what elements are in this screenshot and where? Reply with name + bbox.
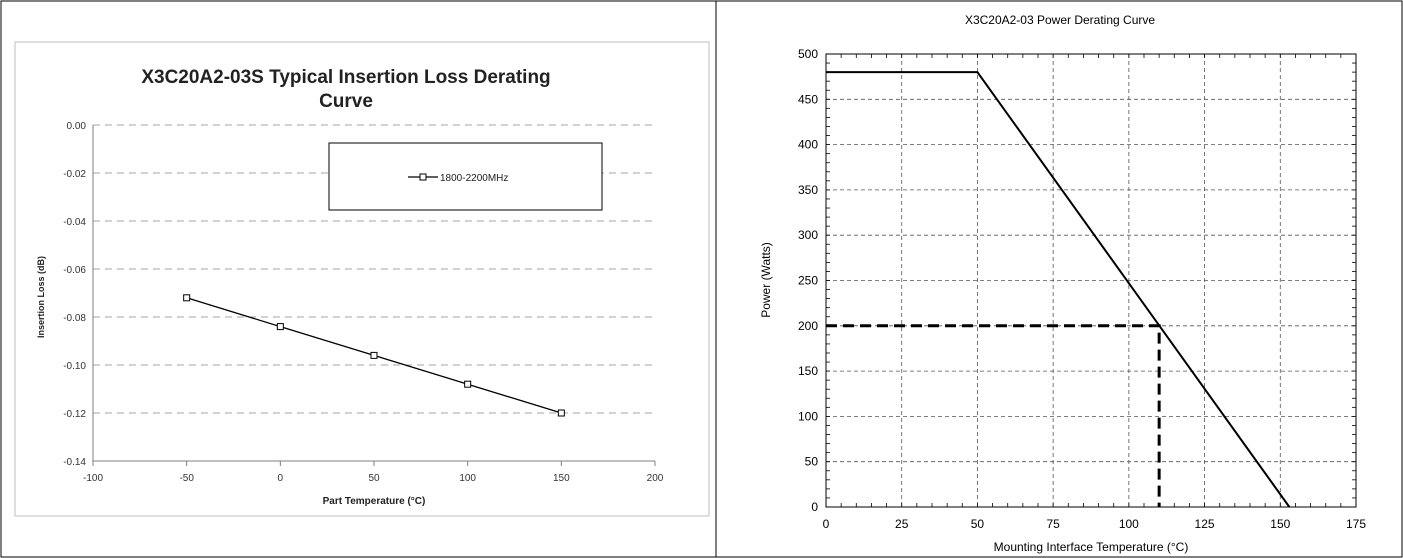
power-derating-chart: X3C20A2-03 Power Derating Curve 0 50 100 15… — [759, 13, 1366, 554]
x-tick-label: 100 — [459, 473, 476, 484]
power-derating-tick-labels: 0 50 100 150 200 250 300 350 400 450 500 0 25 50 75 100… — [798, 47, 1366, 531]
insertion-loss-tick-labels: 0.00 -0.02 -0.04 -0.06 -0.08 -0.10 -0.12 -0.14 -… — [63, 121, 664, 484]
data-point-marker — [276, 323, 284, 331]
power-derating-plot-frame — [825, 53, 1357, 508]
x-tick-label: 50 — [971, 517, 985, 531]
insertion-loss-y-axis-label: Insertion Loss (dB) — [36, 256, 46, 338]
x-tick-label: 150 — [1270, 517, 1290, 531]
y-tick-label: 300 — [798, 228, 818, 242]
y-tick-label: 100 — [798, 409, 818, 423]
y-tick-label: -0.12 — [63, 409, 86, 420]
insertion-loss-x-axis-label: Part Temperature (°C) — [323, 496, 426, 507]
y-tick-label: 250 — [798, 274, 818, 288]
data-point-marker — [370, 351, 378, 359]
y-tick-label: -0.04 — [63, 217, 86, 228]
legend-series-label: 1800-2200MHz — [440, 173, 508, 184]
power-derating-y-axis-label: Power (Watts) — [759, 242, 773, 318]
power-derating-minor-ticks — [825, 53, 1357, 508]
power-derating-curve-line — [826, 71, 1291, 508]
x-tick-label: -100 — [83, 473, 103, 484]
power-derating-series — [826, 71, 1291, 508]
x-tick-label: 0 — [823, 517, 830, 531]
x-tick-label: 200 — [647, 473, 664, 484]
y-tick-label: 0 — [811, 500, 818, 514]
data-point-marker — [557, 409, 565, 417]
legend-marker-swatch — [419, 173, 427, 181]
insertion-loss-chart: X3C20A2-03S Typical Insertion Loss Derat… — [14, 41, 710, 517]
x-tick-label: 125 — [1195, 517, 1215, 531]
derating-reference-dashed-line — [826, 324, 1161, 507]
y-tick-label: 200 — [798, 319, 818, 333]
x-tick-label: 25 — [895, 517, 909, 531]
x-tick-label: 150 — [553, 473, 570, 484]
power-derating-x-axis-label: Mounting Interface Temperature (°C) — [994, 540, 1189, 554]
x-tick-label: -50 — [179, 473, 194, 484]
power-derating-title: X3C20A2-03 Power Derating Curve — [965, 13, 1155, 27]
insertion-loss-chart-area — [14, 41, 710, 517]
y-tick-label: -0.02 — [63, 169, 86, 180]
y-tick-label: 0.00 — [67, 121, 87, 132]
y-tick-label: -0.08 — [63, 313, 86, 324]
y-tick-label: 350 — [798, 183, 818, 197]
data-point-marker — [464, 380, 472, 388]
power-derating-gridlines — [826, 54, 1356, 507]
insertion-loss-title-line-1: X3C20A2-03S Typical Insertion Loss Derat… — [141, 67, 550, 88]
x-tick-label: 50 — [368, 473, 380, 484]
y-tick-label: 450 — [798, 92, 818, 106]
insertion-loss-series — [183, 294, 565, 417]
x-tick-label: 100 — [1119, 517, 1139, 531]
y-tick-label: -0.14 — [63, 457, 86, 468]
y-tick-label: 50 — [805, 455, 819, 469]
y-tick-label: 150 — [798, 364, 818, 378]
y-tick-label: -0.06 — [63, 265, 86, 276]
insertion-loss-axes — [92, 125, 656, 466]
y-tick-label: 500 — [798, 47, 818, 61]
data-point-marker — [183, 294, 191, 302]
x-tick-label: 75 — [1046, 517, 1060, 531]
insertion-loss-title-line-2: Curve — [319, 91, 373, 112]
x-tick-label: 175 — [1346, 517, 1366, 531]
y-tick-label: 400 — [798, 138, 818, 152]
y-tick-label: -0.10 — [63, 361, 86, 372]
x-tick-label: 0 — [278, 473, 284, 484]
legend-box — [328, 142, 603, 211]
insertion-loss-legend: 1800-2200MHz — [328, 142, 603, 211]
